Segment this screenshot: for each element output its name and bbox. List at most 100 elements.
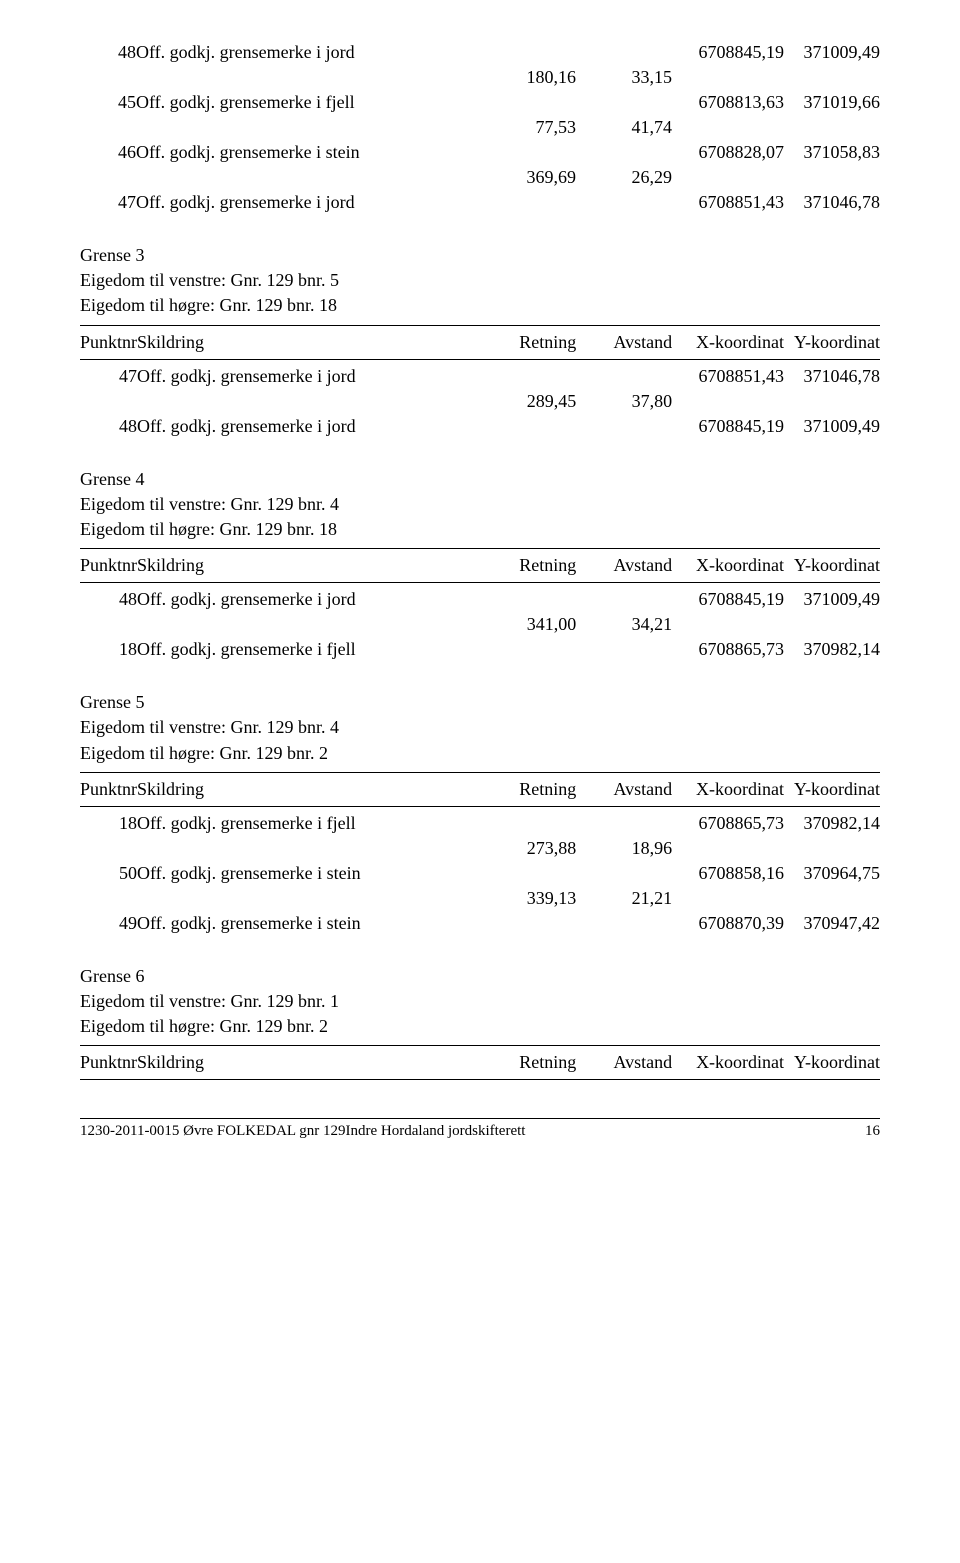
header-skildring: Skildring [137, 549, 480, 583]
header-skildring: Skildring [137, 325, 480, 359]
cell-pn: 48 [80, 414, 137, 439]
cell-re [480, 861, 576, 886]
cell-sk: Off. godkj. grensemerke i jord [136, 40, 480, 65]
cell-x: 6708813,63 [672, 90, 784, 115]
cell-x [672, 115, 784, 140]
cell-re [480, 414, 576, 439]
cell-pn: 49 [80, 911, 137, 936]
cell-sk [137, 836, 480, 861]
cell-av [576, 414, 672, 439]
cell-pn [80, 836, 137, 861]
cell-sk: Off. godkj. grensemerke i jord [137, 583, 480, 613]
header-avstand: Avstand [576, 325, 672, 359]
header-punktnr: Punktnr [80, 1046, 137, 1080]
cell-y: 371046,78 [784, 359, 880, 389]
header-skildring: Skildring [137, 772, 480, 806]
cell-re: 339,13 [480, 886, 576, 911]
cell-y [784, 165, 880, 190]
grense-title: Grense 5 [80, 690, 880, 715]
cell-pn [80, 65, 136, 90]
cell-av: 21,21 [576, 886, 672, 911]
cell-y: 371046,78 [784, 190, 880, 215]
cell-x: 6708845,19 [672, 40, 784, 65]
table-row: 18Off. godkj. grensemerke i fjell6708865… [80, 806, 880, 836]
eigedom-hogre: Eigedom til høgre: Gnr. 129 bnr. 2 [80, 741, 880, 766]
cell-av [576, 40, 672, 65]
cell-sk: Off. godkj. grensemerke i stein [137, 911, 480, 936]
cell-av: 41,74 [576, 115, 672, 140]
eigedom-venstre: Eigedom til venstre: Gnr. 129 bnr. 5 [80, 268, 880, 293]
cell-y: 371009,49 [784, 414, 880, 439]
cell-av [576, 140, 672, 165]
section-heading: Grense 5Eigedom til venstre: Gnr. 129 bn… [80, 690, 880, 766]
header-retning: Retning [480, 325, 576, 359]
header-retning: Retning [480, 549, 576, 583]
cell-x: 6708870,39 [672, 911, 784, 936]
header-retning: Retning [480, 772, 576, 806]
cell-pn [80, 115, 136, 140]
cell-re [480, 140, 576, 165]
cell-pn: 47 [80, 190, 136, 215]
header-avstand: Avstand [576, 1046, 672, 1080]
grense-table: PunktnrSkildringRetningAvstandX-koordina… [80, 548, 880, 662]
cell-av [576, 861, 672, 886]
cell-y: 370947,42 [784, 911, 880, 936]
cell-x [672, 886, 784, 911]
eigedom-venstre: Eigedom til venstre: Gnr. 129 bnr. 4 [80, 715, 880, 740]
eigedom-hogre: Eigedom til høgre: Gnr. 129 bnr. 2 [80, 1014, 880, 1039]
cell-pn: 18 [80, 637, 137, 662]
cell-x [672, 836, 784, 861]
footer-left: 1230-2011-0015 Øvre FOLKEDAL gnr 129Indr… [80, 1123, 525, 1140]
header-ykoord: Y-koordinat [784, 1046, 880, 1080]
header-punktnr: Punktnr [80, 325, 137, 359]
cell-y: 371009,49 [784, 40, 880, 65]
cell-x [672, 65, 784, 90]
cell-pn: 48 [80, 40, 136, 65]
cell-pn [80, 165, 136, 190]
top-table: 48 Off. godkj. grensemerke i jord 670884… [80, 40, 880, 215]
section-heading: Grense 4Eigedom til venstre: Gnr. 129 bn… [80, 467, 880, 543]
header-ykoord: Y-koordinat [784, 772, 880, 806]
header-punktnr: Punktnr [80, 549, 137, 583]
header-retning: Retning [480, 1046, 576, 1080]
cell-pn: 46 [80, 140, 136, 165]
header-ykoord: Y-koordinat [784, 549, 880, 583]
cell-sk [136, 115, 480, 140]
cell-pn: 50 [80, 861, 137, 886]
cell-y [784, 612, 880, 637]
header-xkoord: X-koordinat [672, 772, 784, 806]
grense-title: Grense 4 [80, 467, 880, 492]
cell-pn: 48 [80, 583, 137, 613]
cell-re [480, 583, 576, 613]
eigedom-venstre: Eigedom til venstre: Gnr. 129 bnr. 1 [80, 989, 880, 1014]
cell-re: 369,69 [480, 165, 576, 190]
cell-y: 370964,75 [784, 861, 880, 886]
cell-x: 6708845,19 [672, 583, 784, 613]
table-row: 48Off. godkj. grensemerke i jord 6708845,… [80, 583, 880, 613]
cell-x [672, 165, 784, 190]
cell-sk [137, 389, 480, 414]
cell-re: 273,88 [480, 836, 576, 861]
cell-av [576, 911, 672, 936]
cell-pn [80, 886, 137, 911]
header-skildring: Skildring [137, 1046, 480, 1080]
table-row: 48Off. godkj. grensemerke i jord6708845,… [80, 414, 880, 439]
cell-sk: Off. godkj. grensemerke i jord [136, 190, 480, 215]
cell-av: 34,21 [576, 612, 672, 637]
cell-x: 6708851,43 [672, 190, 784, 215]
cell-pn: 45 [80, 90, 136, 115]
cell-av [576, 806, 672, 836]
cell-x: 6708858,16 [672, 861, 784, 886]
cell-re: 77,53 [480, 115, 576, 140]
cell-re: 341,00 [480, 612, 576, 637]
header-xkoord: X-koordinat [672, 549, 784, 583]
cell-av [576, 190, 672, 215]
cell-re [480, 190, 576, 215]
table-row: 341,0034,21 [80, 612, 880, 637]
cell-y [784, 886, 880, 911]
cell-sk: Off. godkj. grensemerke i stein [136, 140, 480, 165]
eigedom-venstre: Eigedom til venstre: Gnr. 129 bnr. 4 [80, 492, 880, 517]
cell-sk: Off. godkj. grensemerke i stein [137, 861, 480, 886]
cell-re [480, 90, 576, 115]
cell-y [784, 115, 880, 140]
